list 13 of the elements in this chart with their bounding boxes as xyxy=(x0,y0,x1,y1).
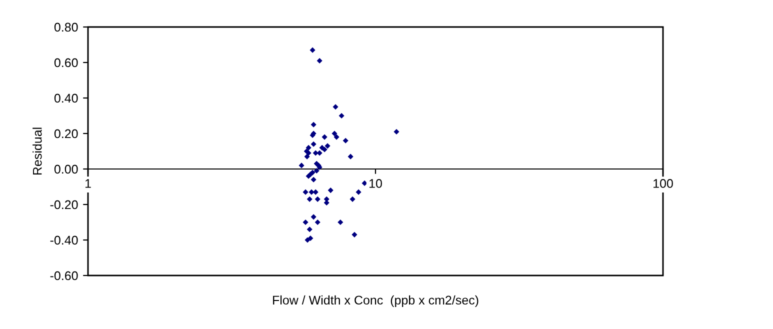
y-tick-label: -0.40 xyxy=(50,236,78,245)
y-tick-label: -0.20 xyxy=(50,200,78,210)
y-tick-label: 0.00 xyxy=(54,164,78,174)
y-tick-label: 0.20 xyxy=(54,129,78,138)
x-tick-label: 10 xyxy=(370,179,382,188)
y-axis-title: Residual xyxy=(32,128,42,175)
y-tick-label: 0.60 xyxy=(54,58,78,68)
y-tick-label: 0.80 xyxy=(54,22,78,32)
y-tick-label: 0.40 xyxy=(54,94,78,103)
x-axis-title: Flow / Width x Conc (ppb x cm2/sec) xyxy=(273,295,478,308)
x-tick-label: 1 xyxy=(85,179,91,188)
x-tick-label: 100 xyxy=(654,179,673,188)
y-tick-label: -0.60 xyxy=(50,271,78,280)
